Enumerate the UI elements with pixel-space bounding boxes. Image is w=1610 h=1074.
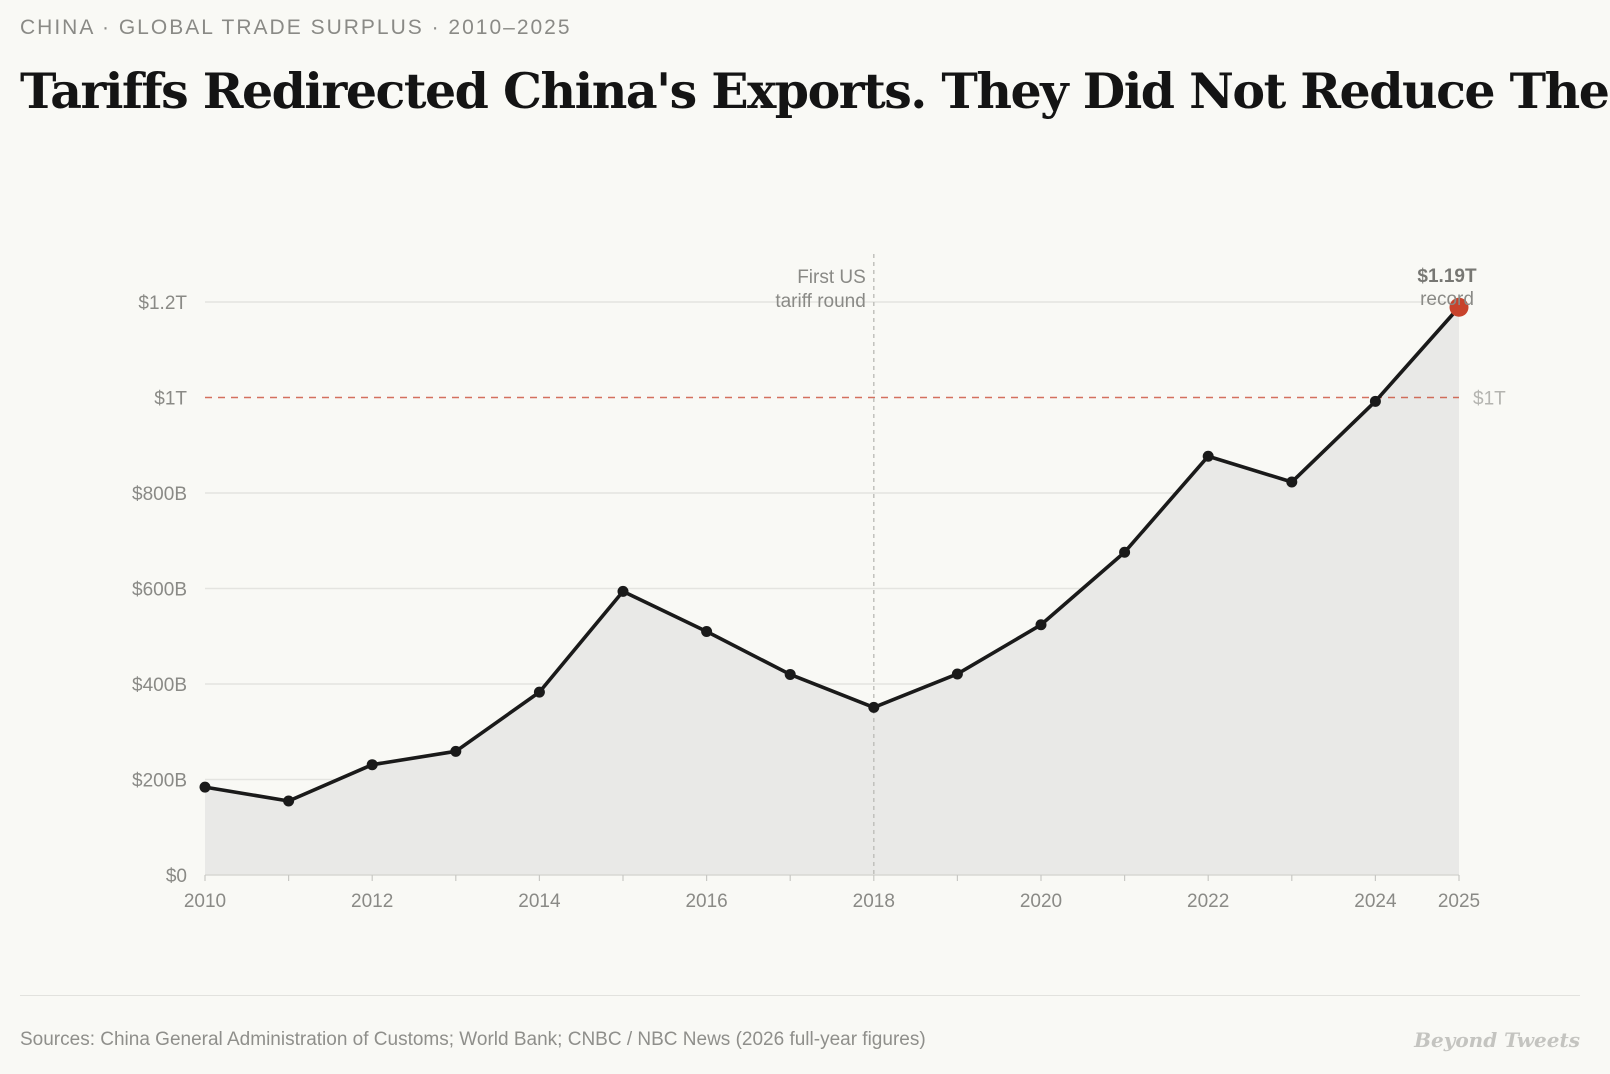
footer-divider (20, 995, 1580, 996)
y-tick-label: $1T (154, 389, 187, 410)
record-value-label: $1.19T (1417, 266, 1477, 287)
one-trillion-reference: $1T (205, 389, 1506, 410)
data-point-2016 (701, 625, 713, 637)
record-note-label: record (1420, 289, 1474, 310)
data-point-2013 (450, 745, 462, 757)
chart-headline: Tariffs Redirected China's Exports. They… (20, 62, 1610, 120)
x-tick-label: 2010 (184, 891, 226, 912)
tariff-event-marker: First US tariff round (775, 254, 875, 875)
data-point-2019 (951, 668, 963, 680)
tariff-event-label-line2: tariff round (775, 291, 865, 312)
x-tick-label: 2020 (1020, 891, 1062, 912)
x-tick-label: 2012 (351, 891, 393, 912)
y-tick-label: $200B (132, 771, 187, 792)
data-point-2017 (784, 668, 796, 680)
surplus-area-fill (205, 307, 1459, 875)
data-point-2011 (283, 795, 295, 807)
tariff-event-label-line1: First US (797, 267, 866, 288)
record-point (1449, 297, 1469, 317)
sources-note: Sources: China General Administration of… (20, 1029, 926, 1050)
data-point-2010 (199, 781, 211, 793)
x-tick-label: 2022 (1187, 891, 1229, 912)
y-tick-label: $1.2T (138, 293, 187, 314)
trade-surplus-chart: $1T First US tariff round $0 $200B $400B $60… (132, 254, 1506, 912)
data-point-2014 (533, 686, 545, 698)
y-tick-label: $0 (166, 866, 187, 887)
chart-kicker: CHINA · GLOBAL TRADE SURPLUS · 2010–2025 (20, 16, 572, 39)
y-tick-label: $400B (132, 675, 187, 696)
data-point-2012 (366, 759, 378, 771)
y-axis: $0 $200B $400B $600B $800B $1T $1.2T (132, 293, 187, 887)
data-point-2024 (1369, 395, 1381, 407)
reference-line-label: $1T (1473, 389, 1506, 410)
data-point-2022 (1202, 450, 1214, 462)
data-points (199, 395, 1381, 807)
x-tick-label: 2014 (518, 891, 561, 912)
x-tick-label: 2018 (853, 891, 895, 912)
data-point-2020 (1035, 619, 1047, 631)
surplus-line (203, 305, 1461, 803)
x-tick-label: 2024 (1354, 891, 1397, 912)
x-axis: 2010 2012 2014 2016 2018 2020 2022 2024 2025 (184, 874, 1480, 912)
data-point-2023 (1286, 476, 1298, 488)
data-point-2015 (617, 585, 629, 597)
x-tick-label: 2025 (1438, 891, 1480, 912)
y-tick-label: $600B (132, 580, 187, 601)
data-point-2021 (1119, 546, 1131, 558)
y-tick-label: $800B (132, 484, 187, 505)
x-tick-label: 2016 (685, 891, 727, 912)
data-point-2018 (868, 701, 880, 713)
brand-logo: Beyond Tweets (1414, 1028, 1580, 1052)
